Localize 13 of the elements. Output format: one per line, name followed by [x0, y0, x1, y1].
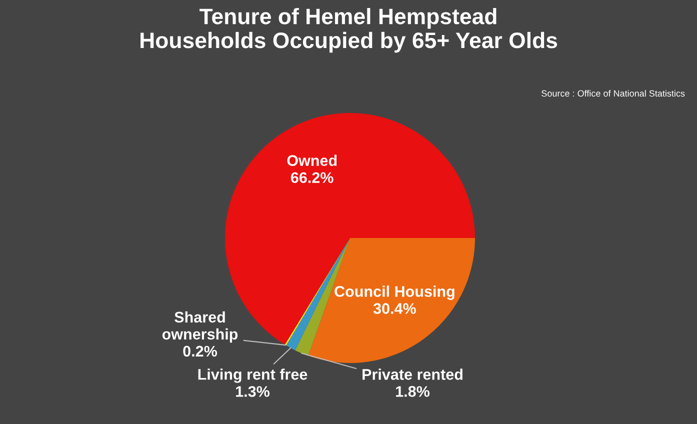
slice-label: Private rented: [362, 368, 462, 380]
chart-title: Tenure of Hemel Hempstead Households Occupied by 65+ Year Olds: [140, 8, 558, 53]
slice-label: Living rent free: [198, 368, 308, 383]
data-label: 30.4%: [373, 303, 416, 314]
slice-label: Council Housing: [334, 286, 454, 300]
pie-slice: [308, 238, 475, 363]
data-label: 1.3%: [236, 386, 270, 397]
slice-label: Shared ownership: [162, 311, 238, 343]
data-label: 66.2%: [290, 172, 334, 184]
data-label: 1.8%: [396, 386, 430, 397]
source-note: Source : Office of National Statistics: [542, 90, 685, 97]
slice-label: Owned: [287, 154, 337, 166]
data-label: 0.2%: [183, 346, 218, 357]
